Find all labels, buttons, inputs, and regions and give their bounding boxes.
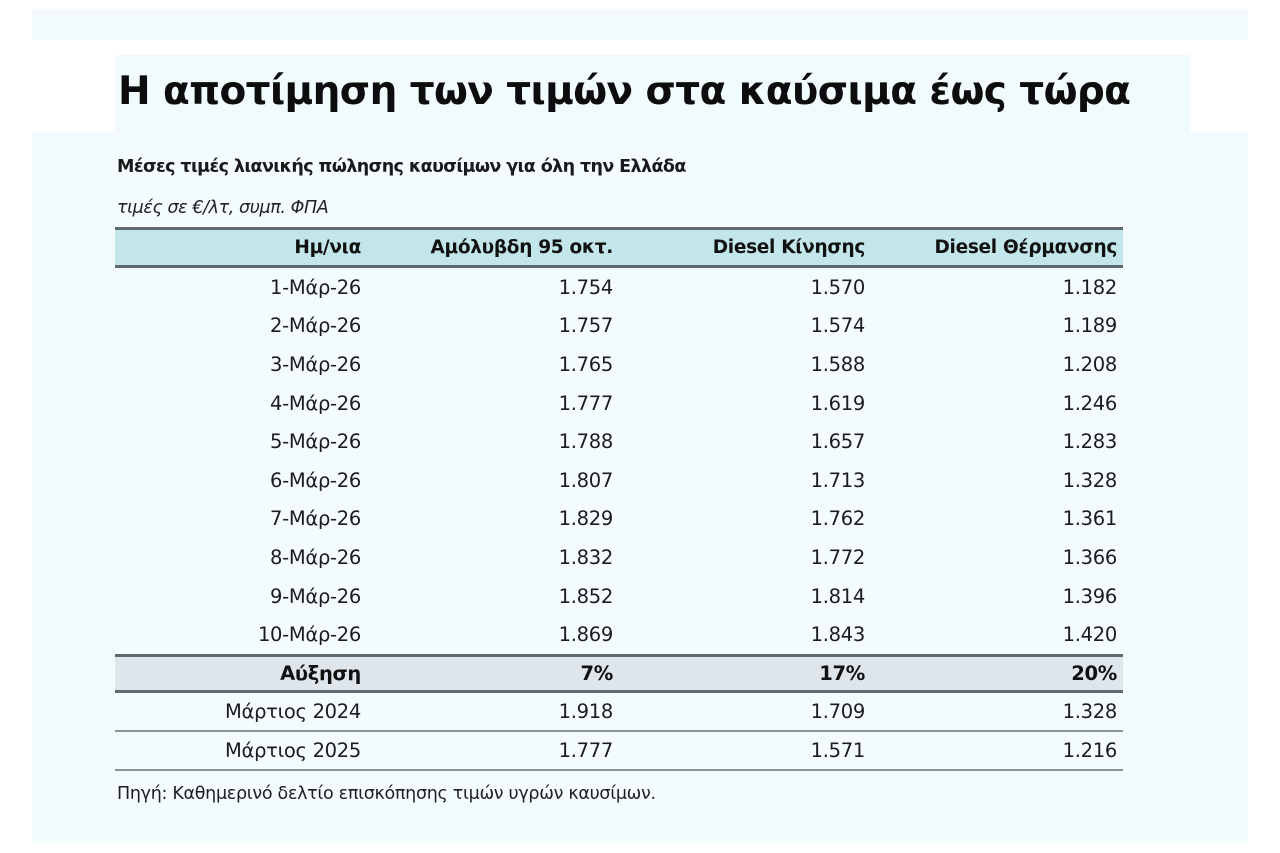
- table-row: 10-Μάρ-26 1.869 1.843 1.420: [115, 615, 1123, 655]
- header-diesel-motion: Diesel Κίνησης: [712, 237, 866, 258]
- reference-row-march-2024: Μάρτιος 2024 1.918 1.709 1.328: [115, 691, 1123, 732]
- cell-diesel-heating: 1.189: [1062, 314, 1118, 338]
- cell-unleaded-95: 1.918: [367, 691, 619, 732]
- header-diesel-heating: Diesel Θέρμανσης: [934, 237, 1117, 258]
- title-background: [115, 55, 1190, 133]
- cell-unleaded-95: 1.829: [558, 507, 614, 531]
- cell-unleaded-95: 1.807: [558, 468, 614, 492]
- cell-unleaded-95: 1.788: [558, 430, 614, 454]
- cell-date: 4-Μάρ-26: [270, 391, 361, 415]
- cell-diesel-heating: 1.283: [1062, 430, 1118, 454]
- cell-date: 5-Μάρ-26: [270, 430, 361, 454]
- cell-unleaded-95: 1.754: [558, 275, 614, 299]
- table-row: 2-Μάρ-26 1.757 1.574 1.189: [115, 307, 1123, 346]
- table-header-row: Ημ/νια Αμόλυβδη 95 οκτ. Diesel Κίνησης D…: [115, 228, 1123, 267]
- cell-diesel-heating: 1.420: [1062, 623, 1118, 647]
- cell-diesel-motion: 1.574: [810, 314, 866, 338]
- cell-date: 10-Μάρ-26: [257, 623, 361, 647]
- top-strip: [32, 10, 1248, 40]
- cell-date: 2-Μάρ-26: [270, 314, 361, 338]
- cell-diesel-heating: 1.328: [1062, 468, 1118, 492]
- cell-date: 9-Μάρ-26: [270, 584, 361, 608]
- table-subtitle: Μέσες τιμές λιανικής πώλησης καυσίμων γι…: [117, 157, 686, 177]
- increase-row: Αύξηση 7% 17% 20%: [115, 655, 1123, 692]
- table-row: 3-Μάρ-26 1.765 1.588 1.208: [115, 345, 1123, 384]
- cell-unleaded-95: 1.765: [558, 352, 614, 376]
- table-row: 8-Μάρ-26 1.832 1.772 1.366: [115, 538, 1123, 577]
- cell-diesel-motion: 1.843: [810, 623, 866, 647]
- cell-date: 8-Μάρ-26: [270, 545, 361, 569]
- cell-unleaded-95: 1.777: [367, 730, 619, 771]
- increase-unleaded-95: 7%: [580, 661, 613, 685]
- cell-diesel-heating: 1.246: [1062, 391, 1118, 415]
- cell-diesel-heating: 1.361: [1062, 507, 1118, 531]
- cell-diesel-heating: 1.328: [871, 691, 1123, 732]
- table-row: 5-Μάρ-26 1.788 1.657 1.283: [115, 422, 1123, 461]
- table-row: 4-Μάρ-26 1.777 1.619 1.246: [115, 384, 1123, 423]
- cell-unleaded-95: 1.832: [558, 545, 614, 569]
- page-title: Η αποτίμηση των τιμών στα καύσιμα έως τώ…: [118, 69, 1131, 114]
- cell-diesel-heating: 1.366: [1062, 545, 1118, 569]
- cell-diesel-motion: 1.814: [810, 584, 866, 608]
- source-note: Πηγή: Καθημερινό δελτίο επισκόπησης τιμώ…: [117, 784, 656, 804]
- cell-diesel-heating: 1.216: [871, 730, 1123, 771]
- header-date: Ημ/νια: [294, 237, 361, 258]
- table-row: 7-Μάρ-26 1.829 1.762 1.361: [115, 500, 1123, 539]
- cell-unleaded-95: 1.757: [558, 314, 614, 338]
- increase-diesel-heating: 20%: [1071, 661, 1117, 685]
- increase-label: Αύξηση: [280, 661, 361, 685]
- reference-row-march-2025: Μάρτιος 2025 1.777 1.571 1.216: [115, 730, 1123, 771]
- cell-unleaded-95: 1.869: [558, 623, 614, 647]
- cell-diesel-motion: 1.657: [810, 430, 866, 454]
- cell-diesel-heating: 1.396: [1062, 584, 1118, 608]
- cell-date: 6-Μάρ-26: [270, 468, 361, 492]
- cell-diesel-motion: 1.709: [619, 691, 871, 732]
- cell-diesel-heating: 1.208: [1062, 352, 1118, 376]
- cell-unleaded-95: 1.852: [558, 584, 614, 608]
- table-row: 6-Μάρ-26 1.807 1.713 1.328: [115, 461, 1123, 500]
- cell-period: Μάρτιος 2025: [115, 730, 367, 771]
- cell-diesel-heating: 1.182: [1062, 275, 1118, 299]
- cell-diesel-motion: 1.772: [810, 545, 866, 569]
- table-row: 9-Μάρ-26 1.852 1.814 1.396: [115, 577, 1123, 616]
- increase-diesel-motion: 17%: [819, 661, 865, 685]
- table-row: 1-Μάρ-26 1.754 1.570 1.182: [115, 267, 1123, 307]
- cell-diesel-motion: 1.713: [810, 468, 866, 492]
- fuel-prices-table: Ημ/νια Αμόλυβδη 95 οκτ. Diesel Κίνησης D…: [115, 227, 1123, 771]
- cell-date: 7-Μάρ-26: [270, 507, 361, 531]
- cell-period: Μάρτιος 2024: [115, 691, 367, 732]
- cell-diesel-motion: 1.762: [810, 507, 866, 531]
- cell-diesel-motion: 1.588: [810, 352, 866, 376]
- cell-unleaded-95: 1.777: [558, 391, 614, 415]
- cell-diesel-motion: 1.571: [619, 730, 871, 771]
- cell-diesel-motion: 1.619: [810, 391, 866, 415]
- cell-date: 1-Μάρ-26: [270, 275, 361, 299]
- cell-date: 3-Μάρ-26: [270, 352, 361, 376]
- cell-diesel-motion: 1.570: [810, 275, 866, 299]
- units-note: τιμές σε €/λτ, συμπ. ΦΠΑ: [117, 198, 329, 218]
- header-unleaded-95: Αμόλυβδη 95 οκτ.: [430, 237, 614, 258]
